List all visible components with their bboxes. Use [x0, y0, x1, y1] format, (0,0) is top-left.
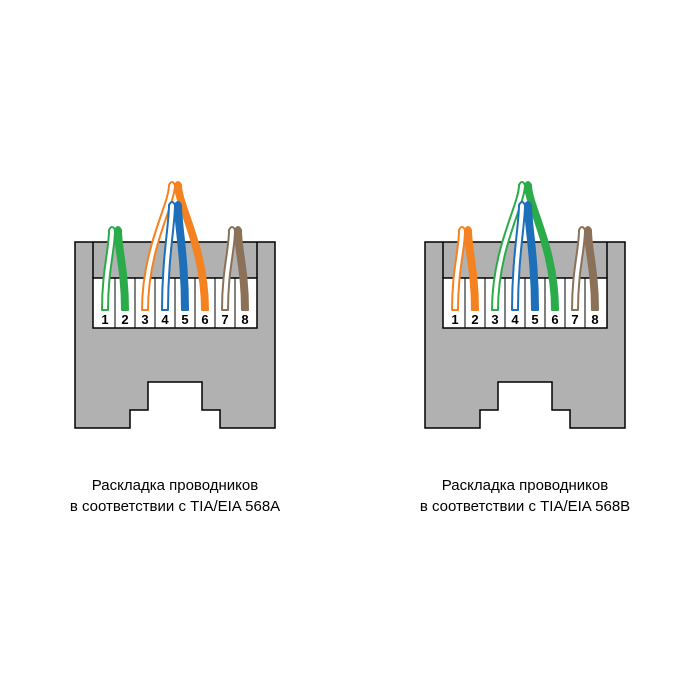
svg-text:4: 4 — [161, 312, 169, 327]
caption-line1: Раскладка проводников — [442, 477, 608, 494]
svg-text:7: 7 — [571, 312, 578, 327]
caption-line2: в соответствии с TIA/EIA 568B — [420, 498, 630, 515]
connector-568a: 12345678 Раскладка проводников в соответ… — [50, 130, 300, 517]
svg-text:5: 5 — [181, 312, 188, 327]
connector-svg-568a: 12345678 — [73, 130, 277, 430]
caption-line2: в соответствии с TIA/EIA 568A — [70, 498, 280, 515]
svg-text:4: 4 — [511, 312, 519, 327]
caption-line1: Раскладка проводников — [92, 477, 258, 494]
svg-text:5: 5 — [531, 312, 538, 327]
svg-text:1: 1 — [101, 312, 108, 327]
svg-text:7: 7 — [221, 312, 228, 327]
svg-text:8: 8 — [591, 312, 598, 327]
connector-svg-568b: 12345678 — [423, 130, 627, 430]
svg-text:2: 2 — [471, 312, 478, 327]
caption-568b: Раскладка проводников в соответствии с T… — [420, 475, 630, 517]
connector-568b: 12345678 Раскладка проводников в соответ… — [400, 130, 650, 517]
svg-text:6: 6 — [201, 312, 208, 327]
svg-text:1: 1 — [451, 312, 458, 327]
svg-text:6: 6 — [551, 312, 558, 327]
svg-text:8: 8 — [241, 312, 248, 327]
diagram-container: 12345678 Раскладка проводников в соответ… — [0, 0, 700, 517]
svg-text:3: 3 — [141, 312, 148, 327]
svg-text:3: 3 — [491, 312, 498, 327]
caption-568a: Раскладка проводников в соответствии с T… — [70, 475, 280, 517]
svg-text:2: 2 — [121, 312, 128, 327]
